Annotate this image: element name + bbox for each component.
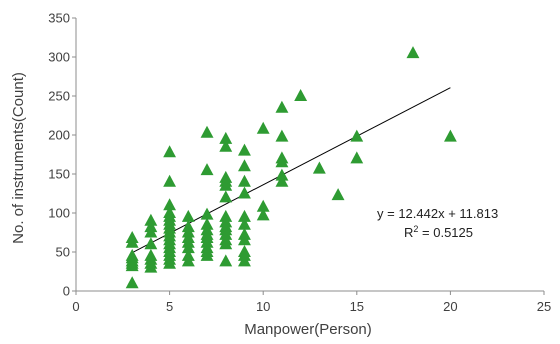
data-point — [200, 217, 214, 230]
data-point — [275, 129, 289, 142]
y-tick-label: 300 — [48, 50, 70, 65]
y-tick-label: 50 — [56, 245, 70, 260]
data-point — [125, 276, 139, 289]
data-point — [238, 227, 251, 240]
data-point — [238, 143, 251, 156]
data-point — [219, 190, 233, 203]
data-point — [163, 174, 176, 187]
data-point — [256, 121, 270, 134]
data-point — [200, 163, 214, 176]
data-point — [238, 245, 251, 257]
data-point — [219, 170, 233, 183]
y-axis-title: No. of instruments(Count) — [10, 72, 27, 244]
r-squared-label: R2 = 0.5125 — [404, 224, 473, 240]
data-point — [219, 209, 233, 222]
x-tick-label: 25 — [537, 299, 551, 314]
data-point — [275, 168, 289, 181]
data-point — [275, 100, 289, 113]
y-tick-label: 350 — [48, 11, 70, 26]
x-tick-label: 0 — [72, 299, 79, 314]
data-point — [219, 131, 233, 144]
x-tick-label: 10 — [256, 299, 270, 314]
data-point — [200, 125, 214, 138]
data-point — [406, 46, 420, 59]
y-tick-label: 100 — [48, 206, 70, 221]
data-point — [238, 217, 251, 230]
data-point — [275, 174, 289, 187]
x-tick-label: 15 — [350, 299, 364, 314]
r-squared-symbol: R — [404, 225, 413, 240]
data-point — [125, 231, 139, 243]
data-point — [181, 209, 195, 222]
data-point — [219, 139, 233, 152]
data-point — [181, 220, 195, 233]
data-point — [125, 248, 139, 261]
data-point — [238, 174, 251, 187]
data-point — [238, 159, 251, 172]
y-tick-label: 0 — [63, 284, 70, 299]
y-tick-label: 250 — [48, 89, 70, 104]
data-point — [444, 129, 457, 142]
trendline-group — [131, 87, 451, 254]
data-point — [181, 248, 195, 261]
data-point — [163, 198, 176, 211]
data-points — [125, 46, 457, 289]
data-point — [275, 151, 289, 164]
data-point — [312, 161, 326, 174]
y-tick-label: 150 — [48, 167, 70, 182]
data-point — [331, 188, 345, 201]
y-tick-label: 200 — [48, 128, 70, 143]
data-point — [350, 151, 364, 164]
data-point — [219, 254, 233, 267]
data-point — [256, 199, 270, 212]
data-point — [144, 220, 158, 233]
axes: 0 50 100 150 200 250 300 350 0 5 10 15 20 25 — [48, 11, 551, 315]
x-tick-label: 5 — [166, 299, 173, 314]
x-axis-title: Manpower(Person) — [244, 321, 372, 338]
data-point — [238, 186, 251, 199]
data-point — [144, 237, 158, 250]
data-point — [350, 129, 364, 142]
data-point — [200, 207, 214, 220]
r-squared-superscript: 2 — [413, 224, 418, 234]
data-point — [294, 89, 308, 101]
r-squared-value: = 0.5125 — [418, 225, 473, 240]
data-point — [256, 208, 270, 221]
data-point — [238, 209, 251, 222]
data-point — [144, 248, 158, 261]
trendline-equation: y = 12.442x + 11.813 — [377, 206, 498, 221]
x-tick-label: 20 — [443, 299, 457, 314]
trendline — [131, 87, 451, 254]
data-point — [163, 206, 176, 218]
data-point — [163, 145, 176, 158]
data-point — [144, 213, 158, 226]
